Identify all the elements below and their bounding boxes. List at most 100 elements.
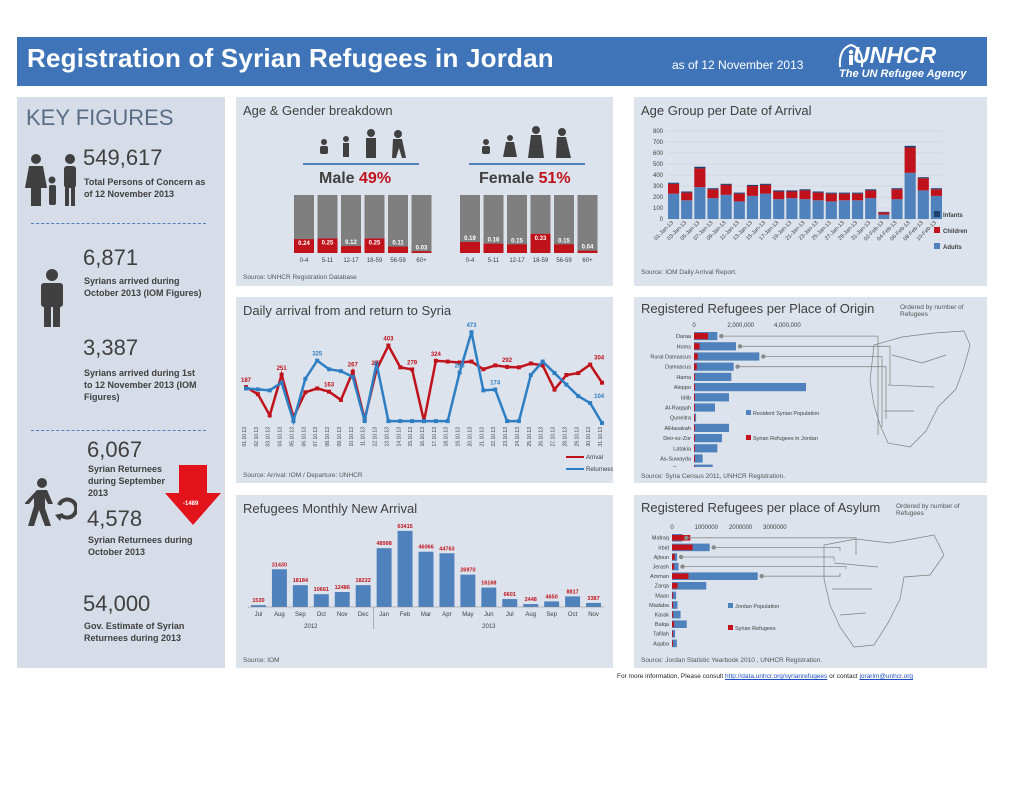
bar (720, 194, 732, 219)
bar (577, 250, 598, 253)
bar (694, 187, 706, 219)
bar (733, 192, 745, 194)
y-tick-label: 100 (653, 206, 664, 212)
male-age-icons (320, 129, 406, 158)
data-point (315, 358, 320, 363)
y-tick-label: Quneitra (670, 416, 692, 422)
data-label: 403 (383, 337, 394, 343)
leader-line (682, 566, 847, 569)
bar-refugees (694, 414, 695, 421)
bar (672, 639, 677, 648)
bar (694, 168, 706, 188)
legend-swatch (934, 227, 940, 233)
x-tick-label: 02.10.13 (254, 427, 260, 447)
gov-estimate-label: Gov. Estimate of Syrian Returnees during… (84, 621, 185, 643)
data-point (433, 358, 438, 363)
bar-refugees (694, 353, 698, 360)
bar (786, 191, 798, 199)
bar-refugees (694, 384, 695, 391)
male-underline (303, 163, 419, 165)
y-tick-label: Al-Raqqah (665, 406, 691, 412)
bar (397, 530, 413, 607)
y-tick-label: 400 (653, 173, 664, 179)
y-tick-label: Jerash (652, 565, 669, 571)
x-tick-label: 0 (692, 323, 696, 329)
data-point (433, 419, 438, 424)
legend-label: Children (943, 229, 968, 235)
data-point (244, 386, 248, 391)
bar (694, 362, 734, 371)
data-point (493, 363, 498, 368)
group-label: 2012 (304, 624, 318, 630)
bar (707, 189, 719, 199)
bar-background (460, 195, 480, 253)
bar (786, 198, 798, 219)
footer-email[interactable]: jorarim@unhcr.org (859, 673, 914, 680)
legend-label: Jordan Population (735, 604, 779, 610)
x-tick-label: Jul (255, 612, 263, 618)
data-point (588, 362, 593, 367)
y-tick-label: Rural Damascus (650, 355, 691, 361)
x-tick-label: 07.10.13 (313, 427, 319, 447)
data-point (338, 369, 343, 374)
x-tick-label: 14.10.13 (396, 427, 402, 447)
x-tick-label: 20.10.13 (467, 427, 473, 447)
refugee-agency-icon (838, 43, 864, 68)
data-point (564, 373, 569, 377)
legend-swatch (728, 603, 733, 608)
bar-background (483, 195, 504, 253)
data-label: 174 (490, 381, 501, 387)
data-point (303, 376, 308, 381)
leader-line (761, 573, 841, 577)
legend-label: Adults (943, 245, 962, 251)
decrease-arrow-label: -1489 (183, 501, 199, 507)
x-tick-label: 0 (670, 525, 674, 531)
bar-refugees (694, 435, 695, 442)
y-tick-label: 0 (660, 217, 664, 223)
footer-info: For more information, Please consult htt… (617, 673, 913, 680)
map-outline (823, 534, 945, 648)
x-tick-label: Nov (337, 612, 348, 618)
x-tick-label: 03.10.13 (266, 427, 272, 447)
data-point (528, 373, 533, 377)
data-point (469, 359, 474, 364)
data-point (350, 369, 355, 374)
data-point (279, 372, 284, 377)
tick-label: 56-59 (390, 258, 406, 264)
x-tick-label: 16.10.13 (420, 427, 426, 447)
november-arrivals-value: 3,387 (83, 335, 139, 360)
bar (694, 403, 715, 412)
daily-arrival-chart: 187 251 325 163 267 277 403 279 324 263 473 292 174 3… (241, 323, 613, 471)
x-tick-label: Aug (525, 612, 536, 618)
bar (825, 201, 837, 219)
tick-label: 60+ (582, 258, 593, 264)
data-label: 44763 (439, 546, 454, 552)
y-tick-label: Zarqa (655, 584, 670, 590)
legend-label: Returnees (586, 467, 613, 471)
bar (388, 246, 408, 253)
data-point (552, 371, 557, 376)
bar (672, 601, 678, 609)
data-point (588, 401, 593, 406)
data-point (481, 367, 486, 372)
bar (773, 190, 785, 192)
bar (838, 192, 850, 194)
data-label: 267 (348, 363, 359, 369)
data-point (469, 330, 474, 335)
bar (760, 183, 772, 185)
data-point (255, 392, 260, 397)
tick-label: 12-17 (509, 258, 525, 264)
y-tick-label: 700 (653, 140, 664, 146)
male-age-chart: 0.24 0-4 0.25 5-11 0.12 12-17 0.25 18-59 0.11 56-… (294, 195, 432, 264)
bar (930, 195, 942, 219)
bar (786, 190, 798, 192)
data-label: 263 (455, 364, 466, 370)
data-point (362, 419, 367, 424)
tick-label: 12-17 (343, 258, 359, 264)
place-of-asylum-panel: Registered Refugees per place of Asylum … (634, 495, 987, 668)
bar (530, 233, 551, 253)
data-label: 0.24 (298, 241, 310, 247)
y-tick-label: Deir-ez-Zor (663, 436, 691, 442)
leader-line (681, 556, 835, 561)
footer-link[interactable]: http://data.unhcr.org/syrianrefugees (725, 673, 828, 680)
